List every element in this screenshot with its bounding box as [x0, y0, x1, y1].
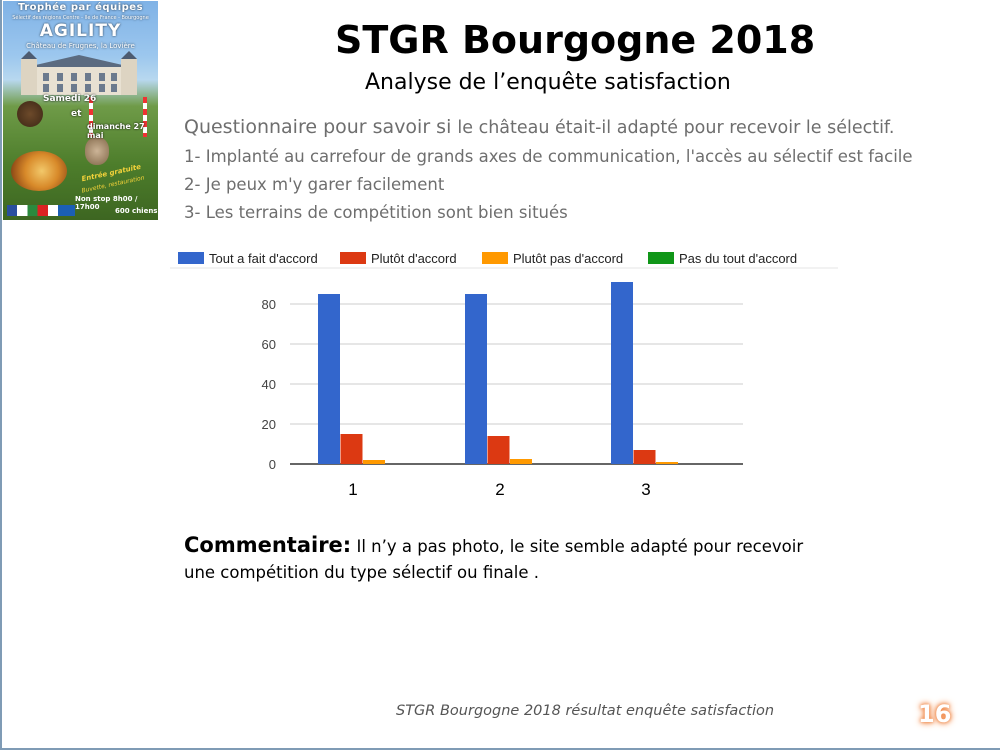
chart-x-axis: 1 2 3	[348, 480, 650, 499]
comment-text: Il n’y a pas photo, le site semble adapt…	[184, 537, 804, 582]
legend-swatch	[482, 252, 508, 264]
question-2: 2- Je peux m'y garer facilement	[184, 175, 445, 194]
bar	[340, 434, 363, 464]
poster-text: et	[71, 109, 82, 119]
poster-text: Château de Frugnes, la Lovière	[26, 42, 135, 50]
legend-label: Tout a fait d'accord	[209, 251, 318, 266]
event-poster-image: Trophée par équipes Sélectif des régions…	[3, 1, 158, 220]
chart-legend: Tout a fait d'accord Plutôt d'accord Plutô…	[178, 251, 797, 266]
x-tick-label: 2	[495, 480, 504, 499]
bar	[363, 460, 385, 464]
poster-text: Trophée par équipes	[17, 2, 144, 13]
y-tick-label: 60	[262, 337, 276, 352]
slide-title: STGR Bourgogne 2018	[335, 18, 816, 62]
y-tick-label: 0	[269, 457, 276, 472]
slide-subtitle: Analyse de l’enquête satisfaction	[365, 70, 731, 95]
poster-text: Samedi 26	[43, 94, 97, 104]
x-tick-label: 1	[348, 480, 357, 499]
question-3: 3- Les terrains de compétition sont bien…	[184, 203, 568, 222]
slide-bottom-border	[0, 748, 1000, 750]
bar	[611, 282, 633, 464]
legend-swatch	[340, 252, 366, 264]
poster-text: dimanche 27 mai	[87, 122, 145, 140]
agility-pole	[89, 97, 93, 137]
poster-text: Non stop 8h00 / 17h00	[75, 195, 138, 211]
legend-label: Pas du tout d'accord	[679, 251, 797, 266]
slide-footer: STGR Bourgogne 2018 résultat enquête sat…	[396, 703, 775, 719]
questionnaire-intro-lead: Questionnaire pour savoir si	[184, 116, 458, 138]
legend-label: Plutôt pas d'accord	[513, 251, 623, 266]
dog-photo	[17, 101, 43, 127]
legend-label: Plutôt d'accord	[371, 251, 457, 266]
bar	[656, 462, 678, 464]
chart-y-axis: 0 20 40 60 80	[262, 297, 276, 472]
comment-label: Commentaire:	[184, 533, 352, 557]
sponsor-logos	[7, 205, 75, 216]
poster-text: AGILITY	[39, 21, 122, 41]
legend-swatch	[648, 252, 674, 264]
y-tick-label: 40	[262, 377, 276, 392]
agility-tunnel	[11, 151, 67, 191]
bar	[510, 459, 532, 464]
bar-chart: Tout a fait d'accord Plutôt d'accord Plutô…	[170, 240, 850, 505]
slide-left-border	[0, 0, 2, 750]
y-tick-label: 80	[262, 297, 276, 312]
poster-text: Sélectif des régions Centre - Ile de Fra…	[12, 15, 149, 21]
questionnaire-intro: Questionnaire pour savoir si le château …	[184, 116, 894, 138]
questionnaire-intro-rest: le château était-il adapté pour recevoir…	[457, 118, 895, 138]
bar	[487, 436, 510, 464]
question-1: 1- Implanté au carrefour de grands axes …	[184, 147, 913, 166]
bar	[633, 450, 656, 464]
legend-swatch	[178, 252, 204, 264]
bar	[318, 294, 340, 464]
x-tick-label: 3	[641, 480, 650, 499]
chart-bars	[318, 282, 678, 464]
agility-pole	[143, 97, 147, 137]
dog-photo	[85, 137, 109, 165]
slide-page-number: 16	[918, 700, 952, 728]
bar	[465, 294, 487, 464]
comment-block: Commentaire: Il n’y a pas photo, le site…	[184, 532, 804, 586]
y-tick-label: 20	[262, 417, 276, 432]
poster-text: 600 chiens	[115, 207, 158, 215]
castle-illustration	[21, 51, 137, 95]
